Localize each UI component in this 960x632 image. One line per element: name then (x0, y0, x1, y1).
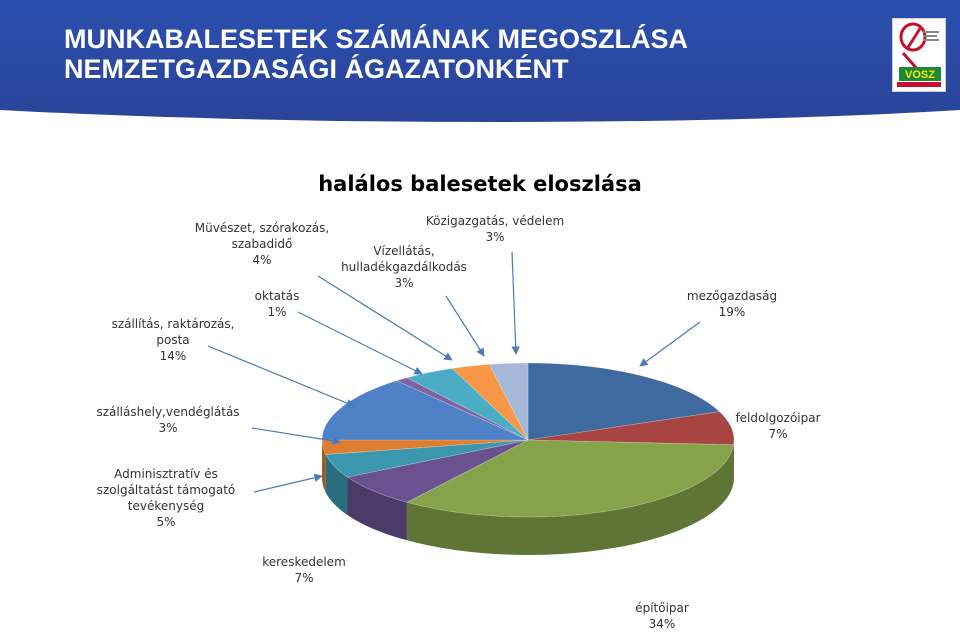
leader-line-mezogazdasag (640, 322, 700, 366)
pie-top-layer (322, 363, 734, 517)
leader-line-oktatas (298, 312, 422, 374)
leader-line-vizellatas (446, 296, 484, 356)
leader-line-adminisztrativ (254, 476, 322, 492)
leader-line-kozigazgatas (512, 252, 516, 354)
